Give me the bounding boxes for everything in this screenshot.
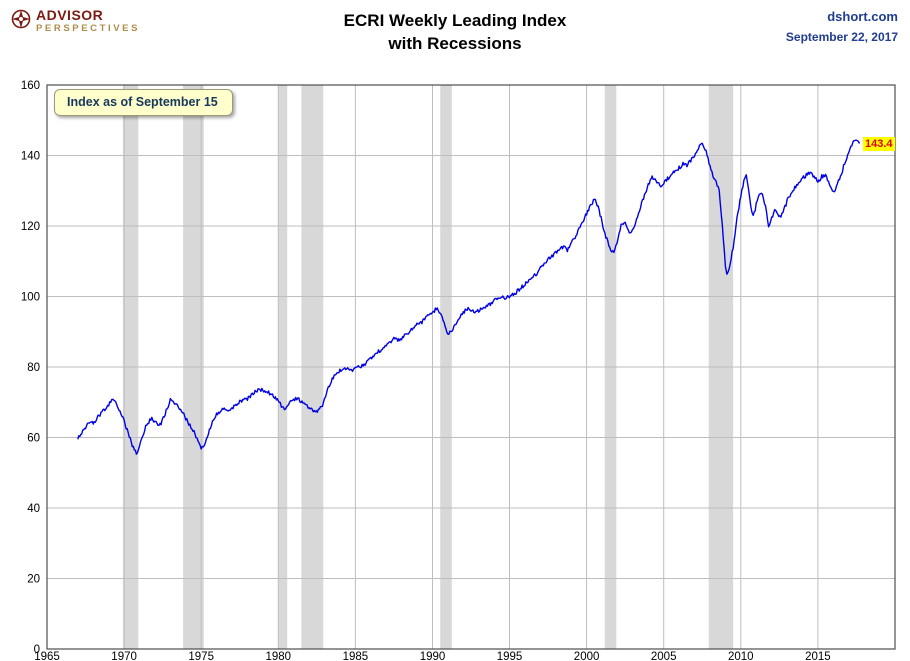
- chart-title-line1: ECRI Weekly Leading Index: [343, 11, 567, 30]
- y-tick-label: 140: [21, 151, 40, 163]
- x-tick-label: 1980: [266, 651, 292, 661]
- y-tick-label: 100: [21, 292, 40, 304]
- y-tick-label: 80: [27, 362, 40, 374]
- y-tick-label: 160: [21, 80, 40, 92]
- x-tick-label: 2000: [574, 651, 600, 661]
- chart-title: ECRI Weekly Leading Index with Recession…: [0, 10, 910, 56]
- source-link[interactable]: dshort.com: [827, 9, 898, 24]
- compass-logo-icon: [11, 9, 31, 29]
- x-tick-label: 1970: [111, 651, 137, 661]
- y-tick-label: 40: [27, 503, 40, 515]
- advisor-perspectives-logo: ADVISOR PERSPECTIVES: [10, 8, 140, 34]
- logo-line2: PERSPECTIVES: [36, 22, 141, 34]
- x-tick-label: 2010: [728, 651, 754, 661]
- plot-border: [46, 84, 896, 650]
- x-tick-label: 1990: [420, 651, 446, 661]
- x-tick-label: 2015: [805, 651, 831, 661]
- x-tick-label: 1965: [34, 651, 60, 661]
- y-tick-label: 120: [21, 221, 40, 233]
- source-date: September 22, 2017: [785, 30, 898, 45]
- wli-series-line: [77, 139, 861, 455]
- x-tick-label: 1995: [497, 651, 523, 661]
- last-value-tag: 143.4: [863, 137, 895, 151]
- y-tick-label: 20: [27, 574, 40, 586]
- logo-line1: ADVISOR: [36, 7, 104, 23]
- x-tick-label: 2005: [651, 651, 677, 661]
- x-tick-label: 1975: [188, 651, 214, 661]
- y-tick-label: 60: [27, 433, 40, 445]
- chart-title-line2: with Recessions: [388, 33, 522, 53]
- callout-index-note: Index as of September 15: [54, 89, 233, 116]
- source-block: dshort.com September 22, 2017: [786, 8, 898, 49]
- x-tick-label: 1985: [343, 651, 369, 661]
- y-tick-label: 0: [34, 644, 40, 656]
